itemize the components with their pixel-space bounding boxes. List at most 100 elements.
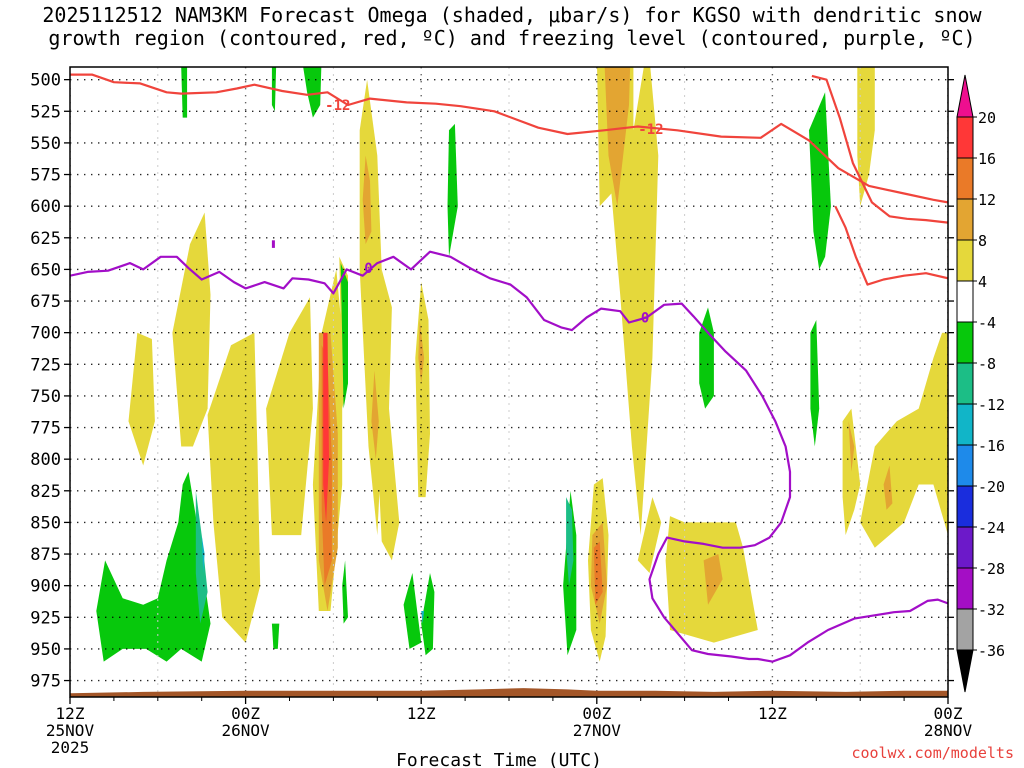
y-tick-label: 975 <box>30 672 61 692</box>
credit-link[interactable]: coolwx.com/modelts <box>851 744 1014 762</box>
colorbar-label: -20 <box>978 478 1005 496</box>
y-tick-label: 800 <box>30 450 61 470</box>
colorbar-swatch <box>956 362 974 405</box>
omega-region <box>340 263 348 409</box>
freezing-level-label: 0 <box>364 261 372 277</box>
y-tick-label: 500 <box>30 71 61 91</box>
colorbar-label: -28 <box>978 560 1005 578</box>
x-tick-label: 27NOV <box>573 721 622 740</box>
y-tick-label: 600 <box>30 197 61 217</box>
colorbar-label: -24 <box>978 519 1005 537</box>
omega-region <box>172 212 211 447</box>
omega-region <box>128 332 155 466</box>
colorbar-swatch <box>956 485 974 528</box>
omega-region <box>604 67 631 207</box>
omega-region <box>421 611 425 624</box>
y-tick-label: 725 <box>30 355 61 375</box>
omega-region <box>892 54 898 67</box>
omega-region <box>271 623 280 649</box>
colorbar-swatch <box>956 608 974 651</box>
omega-region <box>699 307 714 409</box>
omega-region <box>195 490 208 624</box>
y-tick-label: 950 <box>30 640 61 660</box>
y-tick-label: 575 <box>30 166 61 186</box>
y-tick-label: 825 <box>30 482 61 502</box>
x-tick-label: 28NOV <box>924 721 973 740</box>
omega-region <box>371 370 379 460</box>
y-tick-label: 650 <box>30 260 61 280</box>
omega-region <box>810 320 820 447</box>
colorbar-top-arrow <box>956 74 974 118</box>
plot-layer: -12 -12 0 0 <box>70 54 948 697</box>
omega-region <box>637 497 662 573</box>
colorbar-swatch <box>956 526 974 569</box>
dendritic-growth-contour <box>811 74 948 224</box>
colorbar-label: -4 <box>978 314 996 332</box>
colorbar-swatch <box>956 403 974 446</box>
omega-region <box>266 297 313 536</box>
colorbar-swatch <box>956 157 974 200</box>
x-tick-label: 2025 <box>51 738 90 757</box>
x-tick-label: 12Z <box>56 704 85 723</box>
omega-region <box>418 320 425 384</box>
y-tick-label: 925 <box>30 608 61 628</box>
colorbar-label: -12 <box>978 396 1005 414</box>
omega-region <box>323 332 329 523</box>
freezing-level-contour <box>70 250 948 663</box>
freezing-level-label: 0 <box>641 310 649 326</box>
dendritic-growth-contour <box>834 205 948 286</box>
y-tick-label: 875 <box>30 545 61 565</box>
y-tick-label: 625 <box>30 229 61 249</box>
colorbar-label: -8 <box>978 355 996 373</box>
x-tick-label: 00Z <box>582 704 611 723</box>
omega-region <box>96 471 211 662</box>
dendritic-growth-label: -12 <box>638 122 663 138</box>
x-axis-label: Forecast Time (UTC) <box>396 750 602 768</box>
colorbar-label: 20 <box>978 109 996 127</box>
dendritic-growth-label: -12 <box>325 98 350 114</box>
colorbar-swatch <box>956 198 974 241</box>
omega-region <box>703 554 723 605</box>
omega-region <box>857 67 875 207</box>
y-tick-label: 750 <box>30 387 61 407</box>
x-tick-label: 25NOV <box>46 721 95 740</box>
omega-region <box>377 269 400 561</box>
x-tick-label: 12Z <box>407 704 436 723</box>
y-tick-label: 700 <box>30 324 61 344</box>
x-tick-label: 26NOV <box>222 721 271 740</box>
omega-region <box>403 573 422 649</box>
colorbar-label: 16 <box>978 150 996 168</box>
colorbar-swatch <box>956 116 974 159</box>
omega-region <box>362 155 372 245</box>
y-tick-label: 550 <box>30 134 61 154</box>
omega-region <box>303 67 322 118</box>
colorbar-label: 8 <box>978 232 987 250</box>
colorbar-swatch <box>956 444 974 487</box>
dendritic-growth-contour <box>70 73 948 204</box>
omega-region <box>883 465 893 510</box>
colorbar-label: -36 <box>978 642 1005 660</box>
omega-region <box>342 560 348 624</box>
omega-region <box>271 240 275 248</box>
colorbar-bottom-arrow <box>956 649 974 693</box>
omega-region <box>860 332 948 548</box>
colorbar-swatch <box>956 321 974 364</box>
omega-region <box>447 123 458 257</box>
y-tick-label: 675 <box>30 292 61 312</box>
chart-title-line-1: 2025112512 NAM3KM Forecast Omega (shaded… <box>42 3 982 27</box>
colorbar-swatch <box>956 239 974 282</box>
colorbar-swatch <box>956 280 974 323</box>
omega-region <box>809 92 831 270</box>
colorbar-swatch <box>956 567 974 610</box>
y-tick-label: 775 <box>30 419 61 439</box>
omega-region <box>566 497 574 586</box>
colorbar-label: -32 <box>978 601 1005 619</box>
colorbar-label: 4 <box>978 273 987 291</box>
x-tick-label: 12Z <box>758 704 787 723</box>
omega-region <box>842 408 861 536</box>
omega-region <box>421 573 435 656</box>
y-tick-label: 900 <box>30 577 61 597</box>
chart-title-line-2: growth region (contoured, red, ºC) and f… <box>48 26 976 50</box>
omega-region <box>597 67 659 536</box>
